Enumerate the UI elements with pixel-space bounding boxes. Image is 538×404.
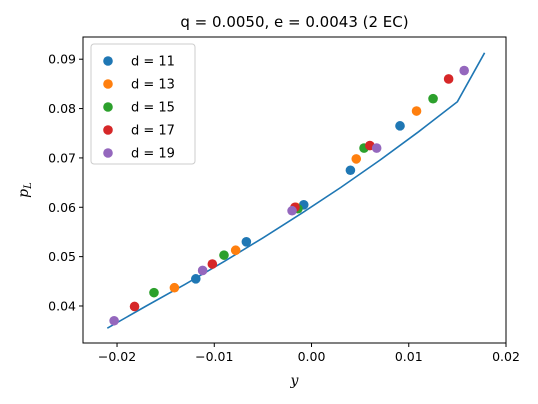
data-point-d11 xyxy=(345,165,356,176)
y-tick-label: 0.07 xyxy=(48,150,76,165)
y-axis-label-subscript: L xyxy=(23,182,34,190)
data-point-d11 xyxy=(395,121,405,131)
data-point-d11 xyxy=(241,237,252,247)
x-axis-label: y xyxy=(290,373,300,389)
chart-title: q = 0.0050, e = 0.0043 (2 EC) xyxy=(180,13,408,31)
legend-marker xyxy=(103,56,113,66)
y-tick-label: 0.04 xyxy=(48,298,76,313)
data-point-d11 xyxy=(191,274,201,284)
data-point-d17 xyxy=(443,74,454,84)
data-point-d13 xyxy=(169,282,180,293)
legend-label: d = 13 xyxy=(131,78,175,93)
data-point-d17 xyxy=(207,259,218,269)
legend-label: d = 11 xyxy=(131,55,175,70)
x-tick-label: 0.02 xyxy=(492,349,520,364)
data-point-d15 xyxy=(219,250,229,260)
data-point-d17 xyxy=(129,301,140,312)
x-tick-label: −0.02 xyxy=(98,349,136,364)
legend-box xyxy=(90,43,196,165)
legend-label: d = 15 xyxy=(131,101,175,116)
data-point-d13 xyxy=(230,245,241,256)
legend-label: d = 19 xyxy=(131,147,175,162)
data-point-d13 xyxy=(411,106,422,116)
data-point-d15 xyxy=(428,93,438,104)
y-tick-label: 0.05 xyxy=(48,249,76,264)
legend-label: d = 17 xyxy=(131,124,175,139)
y-tick-label: 0.06 xyxy=(48,200,76,215)
data-point-d19 xyxy=(371,143,382,153)
data-point-d13 xyxy=(351,154,362,164)
y-tick-label: 0.09 xyxy=(48,52,76,67)
x-tick-label: 0.00 xyxy=(298,349,326,364)
x-tick-label: 0.01 xyxy=(395,349,423,364)
data-point-d15 xyxy=(149,287,159,298)
x-tick-label: −0.01 xyxy=(195,349,233,364)
legend-marker xyxy=(103,102,113,112)
legend-marker xyxy=(103,125,113,135)
legend-marker xyxy=(103,79,113,89)
data-point-d19 xyxy=(109,315,119,326)
data-point-d19 xyxy=(197,265,208,276)
y-tick-label: 0.08 xyxy=(48,101,76,116)
data-point-d19 xyxy=(459,65,469,76)
legend: d = 11 d = 13 d = 15 d = 17 d = 19 xyxy=(90,43,196,165)
data-point-d19 xyxy=(287,205,297,216)
legend-marker xyxy=(103,148,113,158)
plot-frame xyxy=(82,36,507,344)
